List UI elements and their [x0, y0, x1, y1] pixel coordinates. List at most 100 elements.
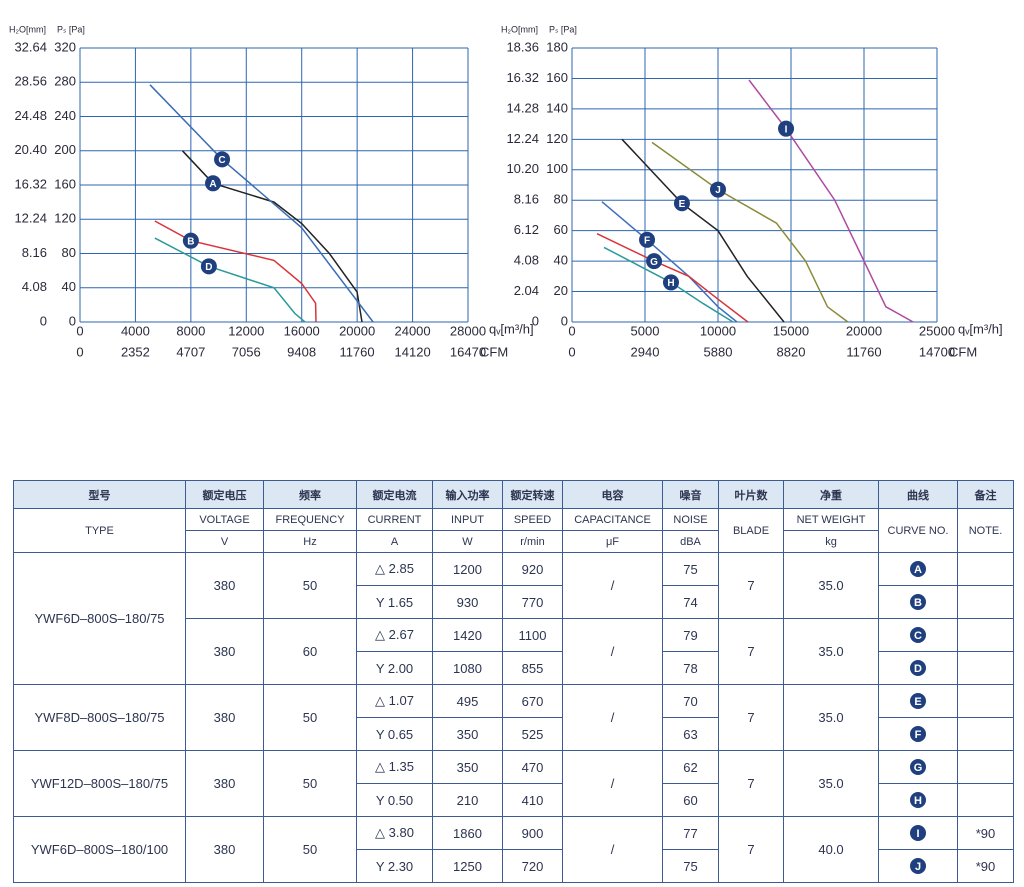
curve-no: H: [914, 795, 922, 807]
x2-tick-label: 5880: [704, 344, 733, 359]
y-tick-label: 140: [546, 100, 568, 115]
header-cn: 额定电压: [185, 480, 264, 509]
voltage: 380: [185, 750, 264, 817]
note: [957, 552, 1014, 586]
header-cn: 备注: [957, 480, 1014, 509]
x-tick-label: 4000: [121, 323, 150, 338]
y2-tick-label: 10.20: [506, 161, 539, 176]
curve-badge: H: [910, 792, 926, 808]
header-en: CAPACITANCE: [562, 508, 663, 531]
weight: 35.0: [783, 618, 879, 685]
y2-tick-label: 24.48: [14, 108, 47, 123]
y2-tick-label: 12.24: [506, 131, 539, 146]
header-unit: V: [185, 530, 264, 553]
note: [957, 684, 1014, 718]
curve-badge: I: [910, 825, 926, 841]
curve-badge: F: [910, 726, 926, 742]
curve: [748, 79, 914, 323]
speed: 410: [502, 783, 563, 817]
y2-tick-label: 20.40: [14, 142, 47, 157]
y2-tick-label: 8.16: [514, 192, 539, 207]
note: [957, 717, 1014, 751]
blade: 7: [718, 816, 784, 883]
header-cn: 额定转速: [502, 480, 563, 509]
x2-tick-label: 7056: [232, 344, 261, 359]
curve-badge: [673, 195, 690, 212]
table-row: Y 2.30 1250 720 75 J *90: [14, 849, 1014, 883]
input: 930: [432, 585, 503, 619]
curve-badge: B: [910, 594, 926, 610]
frequency: 50: [263, 552, 357, 619]
header-en: NOTE.: [957, 508, 1014, 553]
curve-label: J: [715, 185, 721, 196]
curve-label: I: [785, 124, 788, 135]
badge-circle: [910, 660, 926, 676]
curve-badge: J: [910, 858, 926, 874]
curve-no: G: [914, 762, 923, 774]
blade: 7: [718, 684, 784, 751]
spec-table: 型号 额定电压 频率 额定电流 输入功率 额定转速 电容 噪音 叶片数 净重 曲线 备注 TYPE VOL…: [13, 480, 1014, 883]
y2-tick-label: 28.56: [14, 74, 47, 89]
header-cn: 输入功率: [432, 480, 503, 509]
x2-tick-label: 0: [568, 344, 575, 359]
x2-axis-title: CFM: [480, 344, 508, 359]
x-tick-label: 28000: [450, 323, 486, 338]
curve-cell: A: [878, 552, 958, 586]
y2-tick-label: 2.04: [514, 283, 539, 298]
input: 1250: [432, 849, 503, 883]
header-en: BLADE: [718, 508, 784, 553]
capacitance: /: [562, 552, 663, 619]
curve: [154, 237, 306, 323]
badge-circle: [910, 594, 926, 610]
badge-circle: [910, 858, 926, 874]
x-tick-label: 25000: [919, 323, 955, 338]
curve-label: G: [650, 257, 658, 268]
curve-cell: D: [878, 651, 958, 685]
capacitance: /: [562, 618, 663, 685]
y2-tick-label: 4.08: [514, 253, 539, 268]
y-tick-label: 80: [554, 192, 568, 207]
y2-axis-title: H₂O[mm]: [501, 24, 538, 34]
x2-tick-label: 16470: [450, 344, 486, 359]
x2-axis-title: CFM: [949, 344, 977, 359]
model-type: YWF6D–800S–180/100: [13, 816, 186, 883]
curve-badge: [710, 181, 726, 198]
input: 350: [432, 717, 503, 751]
current: △ 1.07: [356, 684, 433, 718]
y-tick-label: 100: [546, 161, 568, 176]
noise: 79: [662, 618, 719, 652]
header-en: NET WEIGHT: [783, 508, 879, 531]
badge-circle: [910, 759, 926, 775]
table-row: 型号 额定电压 频率 额定电流 输入功率 额定转速 电容 噪音 叶片数 净重 曲线 备注: [13, 480, 1014, 509]
current: Y 0.50: [356, 783, 433, 817]
y2-tick-label: 6.12: [514, 222, 539, 237]
current: Y 2.30: [356, 849, 433, 883]
curve-label: D: [205, 262, 212, 273]
curve-badge: [214, 151, 231, 168]
y2-tick-label: 12.24: [14, 211, 47, 226]
table-row: Y 0.65 350 525 63 F: [14, 717, 1014, 751]
curve-cell: F: [878, 717, 958, 751]
header-unit: W: [432, 530, 503, 553]
curve-cell: J: [878, 849, 958, 883]
curve-label: B: [187, 236, 194, 247]
speed: 470: [502, 750, 563, 784]
y2-tick-label: 0: [532, 313, 539, 328]
header-en: CURRENT: [356, 508, 433, 531]
curve-badge: D: [910, 660, 926, 676]
header-unit: kg: [783, 530, 879, 553]
frequency: 50: [263, 816, 357, 883]
curve: [149, 84, 374, 323]
curve: [601, 201, 738, 323]
x-tick-label: 0: [568, 323, 575, 338]
y2-tick-label: 16.32: [506, 70, 539, 85]
input: 1080: [432, 651, 503, 685]
current: △ 1.35: [356, 750, 433, 784]
header-unit: A: [356, 530, 433, 553]
model-type: YWF8D–800S–180/75: [13, 684, 186, 751]
y2-tick-label: 4.08: [22, 279, 47, 294]
y-tick-label: 20: [554, 283, 568, 298]
curve-badge: [646, 253, 663, 270]
curve: [603, 246, 734, 323]
x2-tick-label: 4707: [176, 344, 205, 359]
